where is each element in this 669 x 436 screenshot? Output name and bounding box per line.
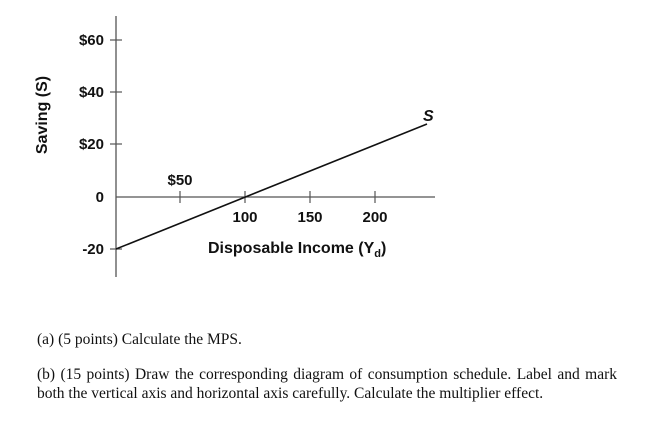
y-tick-label: $60 bbox=[79, 32, 104, 49]
y-tick-label: -20 bbox=[82, 241, 104, 258]
y-tick-label: $20 bbox=[79, 136, 104, 153]
saving-function-chart: $60 $40 $20 0 -20 $50 100 150 200 S Savi… bbox=[34, 16, 435, 277]
x-tick-label: 100 bbox=[232, 209, 257, 226]
x-tick-label: 150 bbox=[297, 209, 322, 226]
x-tick-label: 200 bbox=[362, 209, 387, 226]
question-b: (b) (15 points) Draw the corresponding d… bbox=[37, 366, 617, 402]
series-label-s: S bbox=[423, 108, 434, 125]
x-ticks bbox=[179, 191, 376, 203]
x-axis-title: Disposable Income (Yd) bbox=[208, 240, 386, 260]
y-axis-title: Saving (S) bbox=[34, 76, 51, 154]
saving-line bbox=[115, 123, 428, 250]
y-tick-label: $40 bbox=[79, 84, 104, 101]
y-tick-label: 0 bbox=[96, 189, 104, 206]
question-a: (a) (5 points) Calculate the MPS. bbox=[37, 331, 242, 348]
x-tick-label: $50 bbox=[167, 172, 192, 189]
